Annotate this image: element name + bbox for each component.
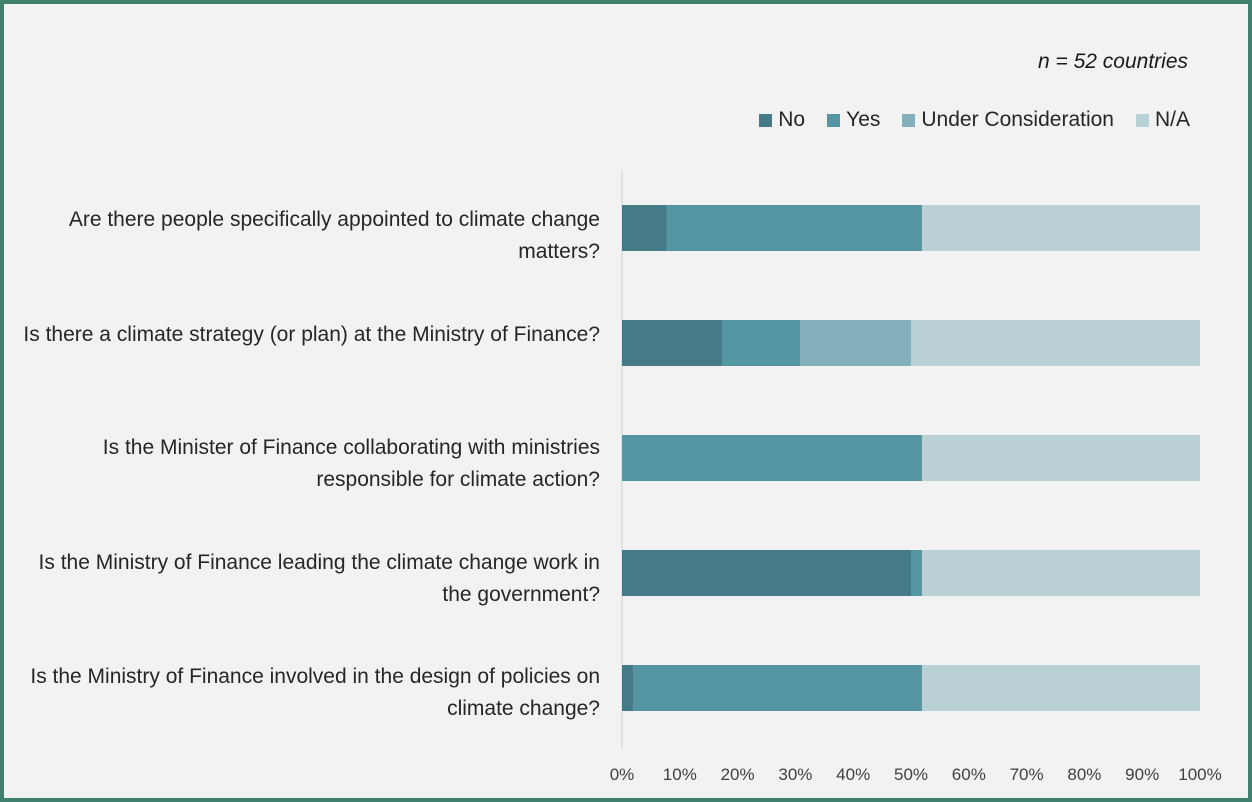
x-tick-label: 70% [1010,765,1044,784]
x-tick-label: 10% [663,765,697,784]
x-tick-label: 40% [836,765,870,784]
legend-swatch-no [759,113,773,127]
legend-item-under-consideration: Under Consideration [902,108,1114,132]
x-tick-label: 0% [610,765,635,784]
legend-label-na: N/A [1154,108,1190,131]
category-label-climate-strategy: Is there a climate strategy (or plan) at… [23,323,600,346]
legend-label-no: No [778,108,806,131]
bar-n-a-row-0 [921,205,1200,251]
bar-n-a-row-4 [921,665,1200,711]
bar-n-a-row-3 [921,550,1200,596]
x-tick-label: 100% [1178,765,1221,784]
bar-yes-row-0 [666,205,922,251]
legend: No Yes Under Consideration N/A [759,108,1190,132]
legend-item-na: N/A [1135,108,1190,132]
x-tick-label: 80% [1067,765,1101,784]
legend-label-under-consideration: Under Consideration [921,108,1114,131]
bar-yes-row-3 [911,550,922,596]
bar-yes-row-2 [622,435,922,481]
x-tick-label: 30% [778,765,812,784]
legend-label-yes: Yes [846,108,881,131]
bar-no-row-0 [622,205,667,251]
x-tick-label: 90% [1125,765,1159,784]
legend-swatch-under-consideration [902,113,916,127]
category-label-ministry-leading: Is the Ministry of Finance leading the c… [38,551,600,606]
x-tick-label: 50% [894,765,928,784]
sample-size-note: n = 52 countries [1037,50,1188,73]
bar-no-row-3 [622,550,911,596]
x-tick-label: 20% [721,765,755,784]
bar-no-row-4 [622,665,633,711]
x-tick-label: 60% [952,765,986,784]
bar-no-row-1 [622,320,722,366]
bar-n-a-row-2 [921,435,1200,481]
legend-swatch-na [1135,113,1149,127]
category-label-minister-collaborating: Is the Minister of Finance collaborating… [102,436,600,491]
bar-n-a-row-1 [911,320,1200,366]
category-label-ministry-involved: Is the Ministry of Finance involved in t… [30,665,600,720]
bar-under-consideration-row-1 [800,320,911,366]
legend-item-no: No [759,108,805,132]
bar-yes-row-4 [632,665,922,711]
category-label-appointed-people: Are there people specifically appointed … [68,208,600,263]
legend-swatch-yes [827,113,841,127]
legend-item-yes: Yes [827,108,880,132]
bar-yes-row-1 [721,320,801,366]
